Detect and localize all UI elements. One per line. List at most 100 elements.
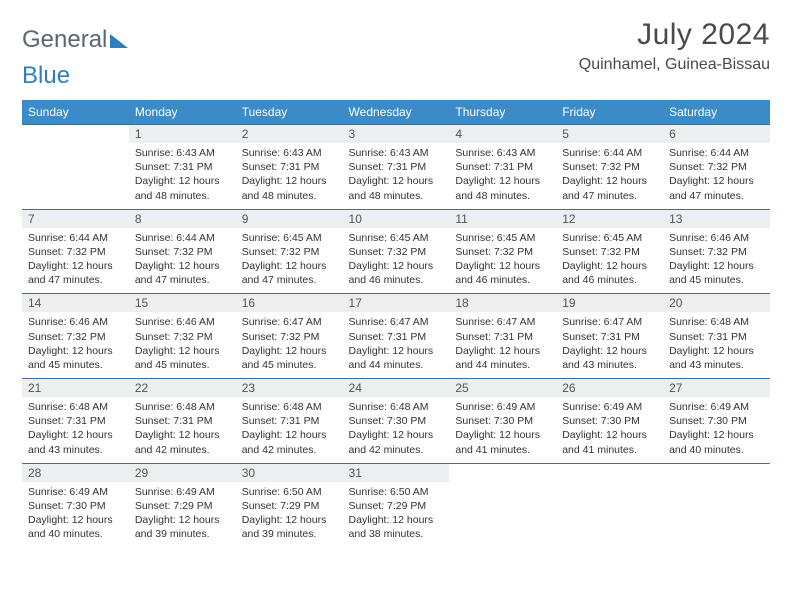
day-number-cell: 12 <box>556 209 663 228</box>
sunset-line: Sunset: 7:30 PM <box>455 414 550 428</box>
daylight-line: Daylight: 12 hours and 47 minutes. <box>135 259 230 287</box>
day-body-cell: Sunrise: 6:47 AMSunset: 7:31 PMDaylight:… <box>343 312 450 378</box>
sunrise-line: Sunrise: 6:49 AM <box>135 485 230 499</box>
day-body-cell: Sunrise: 6:43 AMSunset: 7:31 PMDaylight:… <box>343 143 450 209</box>
daylight-line: Daylight: 12 hours and 44 minutes. <box>349 344 444 372</box>
day-body-cell: Sunrise: 6:48 AMSunset: 7:31 PMDaylight:… <box>22 397 129 463</box>
day-number-cell: 10 <box>343 209 450 228</box>
daylight-line: Daylight: 12 hours and 47 minutes. <box>562 174 657 202</box>
sunrise-line: Sunrise: 6:43 AM <box>349 146 444 160</box>
weekday-header-cell: Monday <box>129 100 236 125</box>
daylight-line: Daylight: 12 hours and 39 minutes. <box>242 513 337 541</box>
sunrise-line: Sunrise: 6:44 AM <box>28 231 123 245</box>
sunrise-line: Sunrise: 6:43 AM <box>135 146 230 160</box>
sunrise-line: Sunrise: 6:50 AM <box>349 485 444 499</box>
day-number-cell <box>22 125 129 144</box>
day-body-cell: Sunrise: 6:46 AMSunset: 7:32 PMDaylight:… <box>663 228 770 294</box>
day-number-cell: 7 <box>22 209 129 228</box>
weekday-header-cell: Tuesday <box>236 100 343 125</box>
day-body-cell: Sunrise: 6:49 AMSunset: 7:29 PMDaylight:… <box>129 482 236 548</box>
day-body-cell: Sunrise: 6:43 AMSunset: 7:31 PMDaylight:… <box>129 143 236 209</box>
daylight-line: Daylight: 12 hours and 41 minutes. <box>562 428 657 456</box>
daylight-line: Daylight: 12 hours and 42 minutes. <box>349 428 444 456</box>
sunset-line: Sunset: 7:31 PM <box>349 330 444 344</box>
daylight-line: Daylight: 12 hours and 46 minutes. <box>349 259 444 287</box>
daylight-line: Daylight: 12 hours and 46 minutes. <box>455 259 550 287</box>
day-body-cell: Sunrise: 6:46 AMSunset: 7:32 PMDaylight:… <box>22 312 129 378</box>
sunrise-line: Sunrise: 6:48 AM <box>28 400 123 414</box>
day-number-cell: 16 <box>236 294 343 313</box>
sunset-line: Sunset: 7:32 PM <box>669 245 764 259</box>
calendar-table: SundayMondayTuesdayWednesdayThursdayFrid… <box>22 100 770 547</box>
day-body-cell: Sunrise: 6:45 AMSunset: 7:32 PMDaylight:… <box>449 228 556 294</box>
day-number-cell: 24 <box>343 379 450 398</box>
day-body-cell: Sunrise: 6:44 AMSunset: 7:32 PMDaylight:… <box>22 228 129 294</box>
day-number-cell: 6 <box>663 125 770 144</box>
daylight-line: Daylight: 12 hours and 40 minutes. <box>669 428 764 456</box>
day-body-cell: Sunrise: 6:49 AMSunset: 7:30 PMDaylight:… <box>22 482 129 548</box>
daylight-line: Daylight: 12 hours and 48 minutes. <box>455 174 550 202</box>
day-body-cell: Sunrise: 6:48 AMSunset: 7:31 PMDaylight:… <box>236 397 343 463</box>
day-number-cell: 26 <box>556 379 663 398</box>
sunset-line: Sunset: 7:32 PM <box>669 160 764 174</box>
sunrise-line: Sunrise: 6:44 AM <box>562 146 657 160</box>
day-number-cell: 14 <box>22 294 129 313</box>
sunrise-line: Sunrise: 6:48 AM <box>669 315 764 329</box>
day-body-cell: Sunrise: 6:48 AMSunset: 7:31 PMDaylight:… <box>129 397 236 463</box>
sunrise-line: Sunrise: 6:46 AM <box>135 315 230 329</box>
day-number-cell: 25 <box>449 379 556 398</box>
daylight-line: Daylight: 12 hours and 43 minutes. <box>28 428 123 456</box>
sunrise-line: Sunrise: 6:47 AM <box>562 315 657 329</box>
sunrise-line: Sunrise: 6:45 AM <box>242 231 337 245</box>
weekday-header-cell: Friday <box>556 100 663 125</box>
day-number-cell: 28 <box>22 463 129 482</box>
location-subtitle: Quinhamel, Guinea-Bissau <box>579 56 770 74</box>
day-body-cell: Sunrise: 6:44 AMSunset: 7:32 PMDaylight:… <box>663 143 770 209</box>
daylight-line: Daylight: 12 hours and 40 minutes. <box>28 513 123 541</box>
daylight-line: Daylight: 12 hours and 48 minutes. <box>135 174 230 202</box>
day-body-row: Sunrise: 6:46 AMSunset: 7:32 PMDaylight:… <box>22 312 770 378</box>
day-number-cell: 18 <box>449 294 556 313</box>
day-number-cell: 9 <box>236 209 343 228</box>
month-title: July 2024 <box>579 18 770 52</box>
sunset-line: Sunset: 7:30 PM <box>28 499 123 513</box>
day-number-row: 14151617181920 <box>22 294 770 313</box>
sunrise-line: Sunrise: 6:47 AM <box>455 315 550 329</box>
day-body-row: Sunrise: 6:49 AMSunset: 7:30 PMDaylight:… <box>22 482 770 548</box>
day-body-cell: Sunrise: 6:49 AMSunset: 7:30 PMDaylight:… <box>449 397 556 463</box>
title-block: July 2024 Quinhamel, Guinea-Bissau <box>579 18 770 74</box>
daylight-line: Daylight: 12 hours and 48 minutes. <box>242 174 337 202</box>
daylight-line: Daylight: 12 hours and 39 minutes. <box>135 513 230 541</box>
sunset-line: Sunset: 7:29 PM <box>242 499 337 513</box>
daylight-line: Daylight: 12 hours and 45 minutes. <box>28 344 123 372</box>
day-body-cell: Sunrise: 6:50 AMSunset: 7:29 PMDaylight:… <box>236 482 343 548</box>
day-number-cell: 23 <box>236 379 343 398</box>
daylight-line: Daylight: 12 hours and 45 minutes. <box>242 344 337 372</box>
day-number-cell: 29 <box>129 463 236 482</box>
day-number-row: 78910111213 <box>22 209 770 228</box>
day-body-cell: Sunrise: 6:45 AMSunset: 7:32 PMDaylight:… <box>343 228 450 294</box>
sunset-line: Sunset: 7:32 PM <box>242 330 337 344</box>
daylight-line: Daylight: 12 hours and 47 minutes. <box>242 259 337 287</box>
day-body-cell: Sunrise: 6:47 AMSunset: 7:31 PMDaylight:… <box>449 312 556 378</box>
day-number-cell: 20 <box>663 294 770 313</box>
sunset-line: Sunset: 7:31 PM <box>242 414 337 428</box>
day-body-cell <box>449 482 556 548</box>
day-body-cell: Sunrise: 6:47 AMSunset: 7:31 PMDaylight:… <box>556 312 663 378</box>
sunset-line: Sunset: 7:32 PM <box>242 245 337 259</box>
sunset-line: Sunset: 7:31 PM <box>669 330 764 344</box>
weekday-header-cell: Wednesday <box>343 100 450 125</box>
day-body-cell: Sunrise: 6:44 AMSunset: 7:32 PMDaylight:… <box>556 143 663 209</box>
daylight-line: Daylight: 12 hours and 42 minutes. <box>242 428 337 456</box>
day-body-cell <box>22 143 129 209</box>
sunrise-line: Sunrise: 6:46 AM <box>28 315 123 329</box>
day-body-cell: Sunrise: 6:50 AMSunset: 7:29 PMDaylight:… <box>343 482 450 548</box>
day-number-cell: 3 <box>343 125 450 144</box>
day-body-cell: Sunrise: 6:46 AMSunset: 7:32 PMDaylight:… <box>129 312 236 378</box>
day-number-cell: 31 <box>343 463 450 482</box>
sunrise-line: Sunrise: 6:48 AM <box>349 400 444 414</box>
day-number-cell <box>556 463 663 482</box>
sunrise-line: Sunrise: 6:45 AM <box>562 231 657 245</box>
sunrise-line: Sunrise: 6:48 AM <box>135 400 230 414</box>
day-number-cell: 15 <box>129 294 236 313</box>
